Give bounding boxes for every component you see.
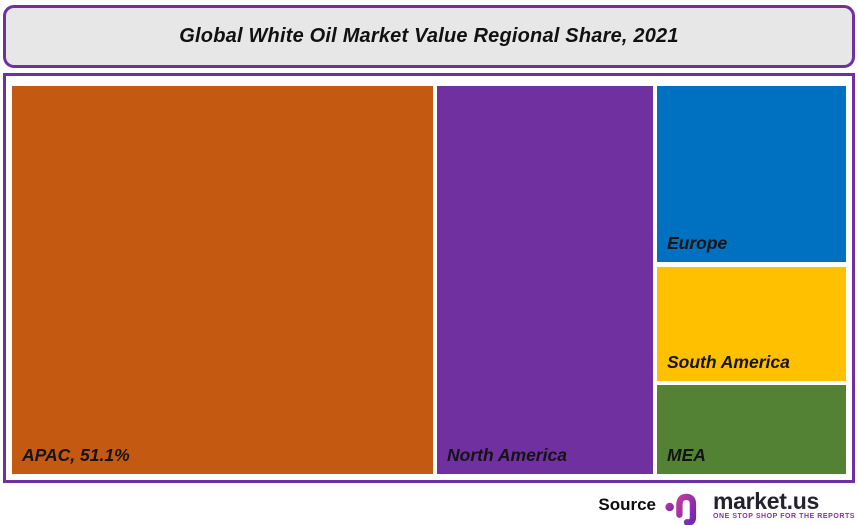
marketus-logo-icon: [665, 491, 709, 525]
marketus-brand-text: market.us ONE STOP SHOP FOR THE REPORTS: [713, 487, 855, 520]
source-row: Source market.us ONE STOP SH: [598, 484, 855, 525]
treemap-block-mea: MEA: [657, 385, 846, 474]
treemap-block-south-america: South America: [657, 267, 846, 381]
marketus-brand-name: market.us: [713, 487, 819, 514]
marketus-brand-tagline: ONE STOP SHOP FOR THE REPORTS: [713, 512, 855, 520]
treemap-label-mea: MEA: [667, 445, 706, 465]
treemap-block-north-america: North America: [437, 86, 653, 474]
treemap-label-europe: Europe: [667, 233, 728, 253]
treemap-label-south-america: South America: [667, 352, 790, 372]
chart-title: Global White Oil Market Value Regional S…: [179, 25, 679, 47]
treemap-block-europe: Europe: [657, 86, 846, 262]
treemap-label-north-america: North America: [447, 445, 567, 465]
marketus-logo: market.us ONE STOP SHOP FOR THE REPORTS: [665, 484, 855, 525]
chart-title-box: Global White Oil Market Value Regional S…: [3, 5, 855, 68]
treemap-block-apac: APAC, 51.1%: [12, 86, 433, 474]
source-label: Source: [598, 494, 657, 514]
treemap-label-apac: APAC, 51.1%: [22, 445, 130, 465]
treemap-panel: APAC, 51.1% North America Europe South A…: [3, 73, 855, 483]
